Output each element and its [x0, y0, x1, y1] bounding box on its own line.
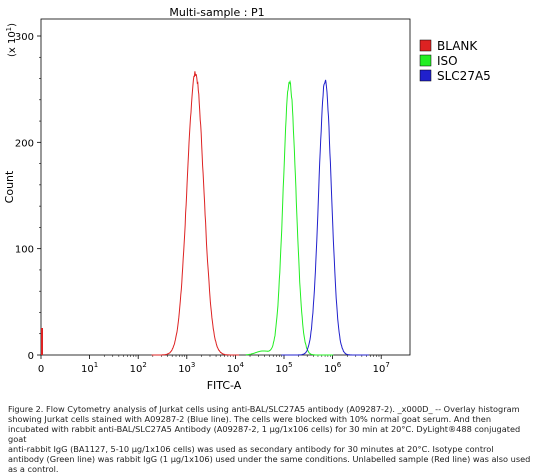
x-tick-label: 107: [373, 361, 390, 375]
x-tick-label: 102: [130, 361, 147, 375]
legend-label: BLANK: [437, 39, 478, 53]
histogram-series: [151, 71, 369, 356]
flow-cytometry-histogram: Multi-sample : P1 (x 101) Count FITC-A 0…: [3, 6, 491, 392]
svg-text:(x 101): (x 101): [5, 23, 18, 57]
series-line-iso: [245, 79, 334, 356]
caption-line: incubated with rabbit anti-BAL/SLC27A5 A…: [8, 424, 521, 444]
figure-caption: Figure 2. Flow Cytometry analysis of Jur…: [8, 404, 538, 474]
chart-title: Multi-sample : P1: [169, 6, 264, 19]
y-axis-multiplier: (x 101): [5, 23, 18, 57]
x-tick-label: 104: [227, 361, 245, 375]
caption-line: anti-rabbit IgG (BA1127, 5-10 μg/1x106 c…: [8, 444, 494, 454]
legend-label: ISO: [437, 54, 458, 68]
caption-line: Figure 2. Flow Cytometry analysis of Jur…: [8, 404, 520, 414]
y-tick-label: 300: [15, 32, 34, 43]
x-tick-label: 106: [324, 361, 342, 375]
x-axis-label: FITC-A: [207, 379, 242, 392]
y-multiplier-base: (x 10: [7, 31, 18, 57]
y-multiplier-exponent: 1: [5, 27, 13, 31]
caption-line: antibody (Green line) was rabbit IgG (1 …: [8, 454, 531, 464]
zero-channel-spike: [41, 328, 43, 355]
y-axis-label: Count: [3, 170, 16, 203]
series-line-slc27a5: [281, 79, 369, 356]
x-tick-label: 101: [81, 361, 98, 375]
y-tick-label: 0: [28, 351, 34, 362]
legend-label: SLC27A5: [437, 69, 491, 83]
plot-frame: [40, 18, 411, 356]
x-axis-ticks: 0 101 102 103 104 105 106 107: [38, 355, 390, 375]
y-axis-ticks: 0 100 200 300: [15, 32, 41, 362]
caption-line: as a control.: [8, 464, 59, 474]
y-tick-label: 200: [15, 138, 34, 149]
series-line-blank: [151, 71, 240, 356]
x-tick-label: 105: [275, 361, 292, 375]
x-tick-label: 0: [38, 364, 44, 375]
x-tick-label: 103: [178, 361, 195, 375]
legend-swatch: [419, 69, 432, 82]
caption-line: showing Jurkat cells stained with A09287…: [8, 414, 492, 424]
legend-swatch: [419, 54, 432, 67]
y-tick-label: 100: [15, 245, 34, 256]
legend-swatch: [419, 39, 432, 52]
